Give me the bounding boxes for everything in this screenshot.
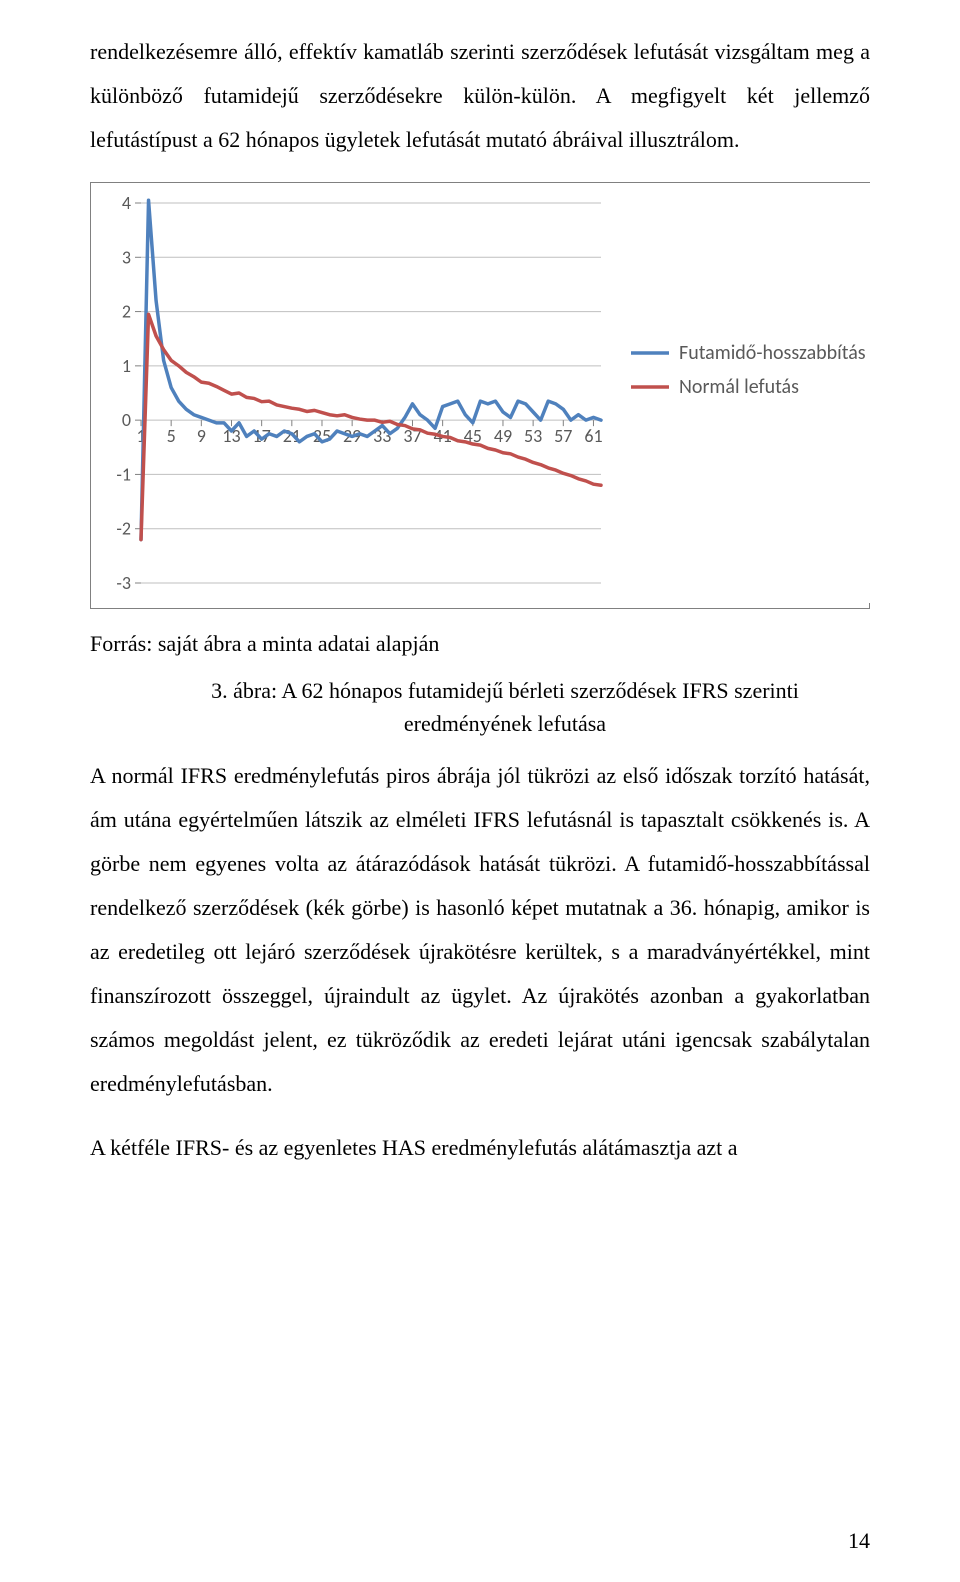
svg-text:9: 9 bbox=[197, 425, 206, 447]
paragraph-3: A kétféle IFRS- és az egyenletes HAS ere… bbox=[90, 1126, 870, 1170]
svg-text:57: 57 bbox=[554, 425, 572, 447]
chart-source: Forrás: saját ábra a minta adatai alapjá… bbox=[90, 627, 870, 660]
figure-caption: 3. ábra: A 62 hónapos futamidejű bérleti… bbox=[90, 674, 870, 740]
svg-text:-3: -3 bbox=[116, 572, 131, 594]
svg-text:53: 53 bbox=[524, 425, 542, 447]
svg-text:3: 3 bbox=[122, 246, 131, 268]
caption-line-1: 3. ábra: A 62 hónapos futamidejű bérleti… bbox=[140, 674, 870, 707]
chart-container: -3-2-10123415913172125293337414549535761… bbox=[90, 182, 870, 609]
svg-text:Futamidő-hosszabbítás: Futamidő-hosszabbítás bbox=[679, 341, 866, 365]
paragraph-1: rendelkezésemre álló, effektív kamatláb … bbox=[90, 30, 870, 162]
svg-text:4: 4 bbox=[122, 192, 131, 214]
svg-text:5: 5 bbox=[167, 425, 176, 447]
svg-text:-2: -2 bbox=[116, 518, 131, 540]
paragraph-2: A normál IFRS eredménylefutás piros ábrá… bbox=[90, 754, 870, 1106]
page: rendelkezésemre álló, effektív kamatláb … bbox=[0, 0, 960, 1582]
svg-text:Normál lefutás: Normál lefutás bbox=[679, 375, 799, 399]
svg-text:61: 61 bbox=[584, 425, 602, 447]
caption-line-2: eredményének lefutása bbox=[140, 707, 870, 740]
svg-text:0: 0 bbox=[122, 409, 131, 431]
svg-text:2: 2 bbox=[122, 301, 131, 323]
svg-text:49: 49 bbox=[494, 425, 512, 447]
svg-text:1: 1 bbox=[122, 355, 131, 377]
page-number: 14 bbox=[848, 1528, 870, 1554]
svg-text:-1: -1 bbox=[116, 463, 131, 485]
line-chart: -3-2-10123415913172125293337414549535761… bbox=[91, 183, 871, 603]
